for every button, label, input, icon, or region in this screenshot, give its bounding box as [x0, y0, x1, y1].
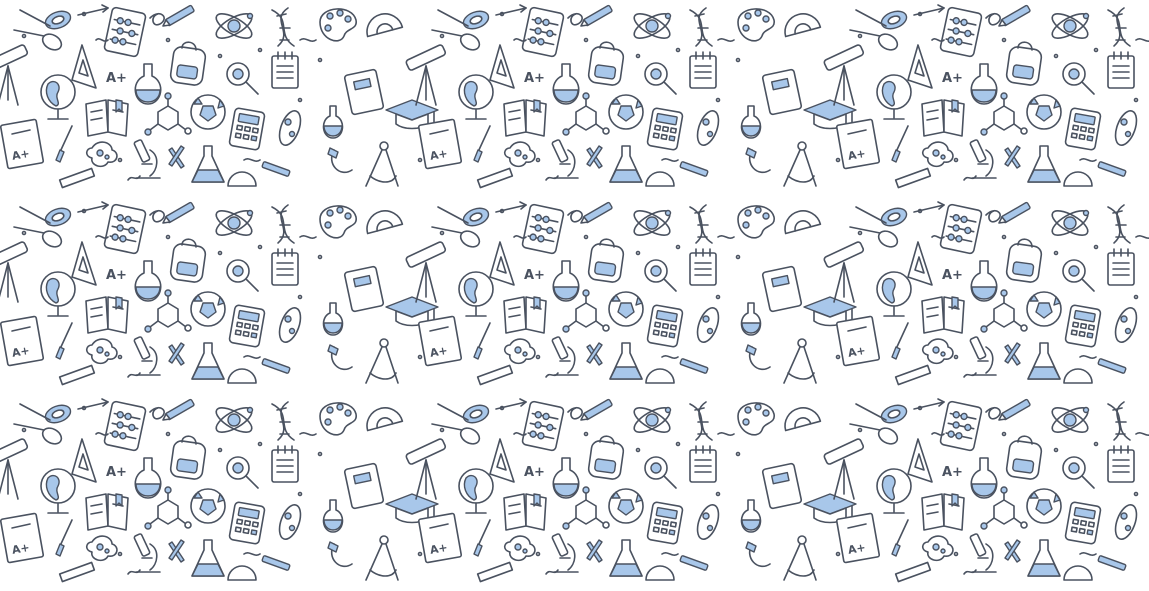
school-doodle-pattern: A+: [0, 4, 1149, 583]
